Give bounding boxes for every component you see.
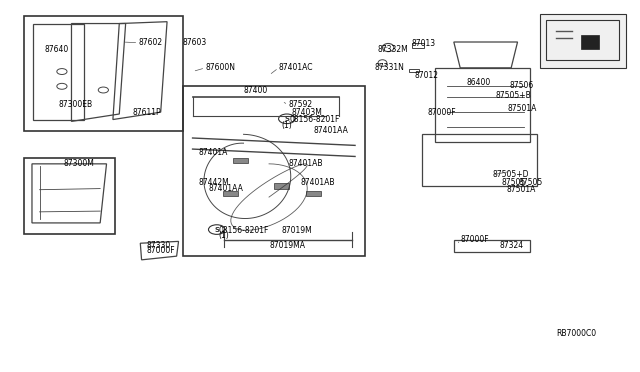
Text: 87505+D: 87505+D <box>492 170 529 179</box>
Text: 87611P: 87611P <box>132 108 161 117</box>
Text: 87592: 87592 <box>288 100 312 109</box>
Text: 87300M: 87300M <box>64 159 95 169</box>
Text: 87331N: 87331N <box>374 63 404 72</box>
Text: 87019M: 87019M <box>282 226 312 235</box>
Text: 87401AB: 87401AB <box>301 178 335 187</box>
Text: RB7000C0: RB7000C0 <box>556 329 596 338</box>
Bar <box>540 14 626 68</box>
Text: 87401AA: 87401AA <box>209 184 243 193</box>
Text: (1): (1) <box>282 121 292 129</box>
Bar <box>274 183 289 189</box>
Bar <box>183 86 365 256</box>
Text: 08156-8201F: 08156-8201F <box>218 226 268 235</box>
Text: 87012: 87012 <box>414 71 438 80</box>
Text: 87000F: 87000F <box>147 246 175 255</box>
Bar <box>223 191 239 196</box>
Text: 87401AC: 87401AC <box>278 63 313 72</box>
Text: 87501A: 87501A <box>508 104 538 113</box>
Text: 87330: 87330 <box>147 241 171 250</box>
Text: 87600N: 87600N <box>205 63 236 72</box>
Bar <box>233 158 248 163</box>
Text: 87000F: 87000F <box>427 108 456 117</box>
Text: 87602: 87602 <box>138 38 163 47</box>
Text: S: S <box>214 227 220 232</box>
Text: 87603: 87603 <box>183 38 207 46</box>
Bar <box>412 43 424 48</box>
Text: 86400: 86400 <box>467 78 491 87</box>
Text: 87505: 87505 <box>519 178 543 187</box>
Text: 87401AB: 87401AB <box>288 159 323 169</box>
Bar <box>409 68 419 72</box>
Text: 87501A: 87501A <box>507 185 536 194</box>
Bar <box>581 35 599 49</box>
Bar <box>24 158 115 234</box>
Text: S: S <box>284 116 289 122</box>
Text: 87505: 87505 <box>502 178 526 187</box>
Text: 87640: 87640 <box>45 45 69 54</box>
Text: 87300EB: 87300EB <box>59 100 93 109</box>
Bar <box>306 191 321 196</box>
Text: 87332M: 87332M <box>378 45 408 54</box>
Text: 87403M: 87403M <box>291 108 322 117</box>
Text: 87506: 87506 <box>510 81 534 90</box>
Bar <box>24 16 183 131</box>
Text: 87324: 87324 <box>500 241 524 250</box>
Text: 87401AA: 87401AA <box>314 126 349 135</box>
Text: 87505+B: 87505+B <box>495 91 531 100</box>
Text: 87013: 87013 <box>411 39 435 48</box>
Text: 87400: 87400 <box>244 86 268 94</box>
Text: (1): (1) <box>218 231 228 240</box>
Text: 87000F: 87000F <box>460 235 489 244</box>
Text: 87401A: 87401A <box>199 148 228 157</box>
Text: 08156-8201F: 08156-8201F <box>289 115 340 124</box>
Text: 87019MA: 87019MA <box>269 241 305 250</box>
Text: 87442M: 87442M <box>199 178 230 187</box>
